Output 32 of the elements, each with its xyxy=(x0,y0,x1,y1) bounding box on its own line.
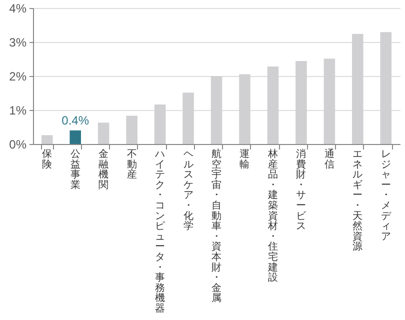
x-tick-label: 公益事業 xyxy=(70,148,80,191)
bar xyxy=(154,104,166,144)
y-tick-label: 1% xyxy=(9,104,27,118)
x-tick-label: 保険 xyxy=(42,149,52,170)
bar xyxy=(380,32,392,144)
y-tick-label: 3% xyxy=(9,36,27,50)
bar xyxy=(296,61,307,144)
category-label: ハイテク・コンピュータ・事務機器 xyxy=(155,149,166,314)
category-label: 林産品・建築資材・住宅建設 xyxy=(268,149,278,284)
x-tick-label: ヘルスケア・化学 xyxy=(183,149,194,232)
y-tick-label: 0% xyxy=(9,138,27,152)
x-tick-label: 金融機関 xyxy=(98,148,109,191)
bar xyxy=(70,130,81,144)
bar xyxy=(239,74,250,144)
category-label: 航空宇宙・自動車・資本財・金属 xyxy=(212,149,222,304)
category-label: エネルギー・天然資源 xyxy=(352,149,363,253)
x-tick-label: 不動産 xyxy=(126,149,137,181)
x-tick-label: 通信 xyxy=(324,148,334,170)
bar xyxy=(182,92,194,144)
y-tick-label: 2% xyxy=(9,70,27,84)
x-tick-label: 運輸 xyxy=(240,148,250,170)
bar xyxy=(41,135,53,144)
bar xyxy=(98,122,110,144)
bar xyxy=(210,76,222,144)
x-tick-label: 消費財・サービス xyxy=(296,148,308,232)
y-tick-label: 4% xyxy=(9,2,27,16)
bar xyxy=(267,66,279,144)
bar xyxy=(324,58,336,144)
bar xyxy=(352,34,364,144)
bar xyxy=(126,116,138,144)
data-label: 0.4% xyxy=(62,113,90,128)
category-label: レジャー・メディア xyxy=(380,149,391,242)
